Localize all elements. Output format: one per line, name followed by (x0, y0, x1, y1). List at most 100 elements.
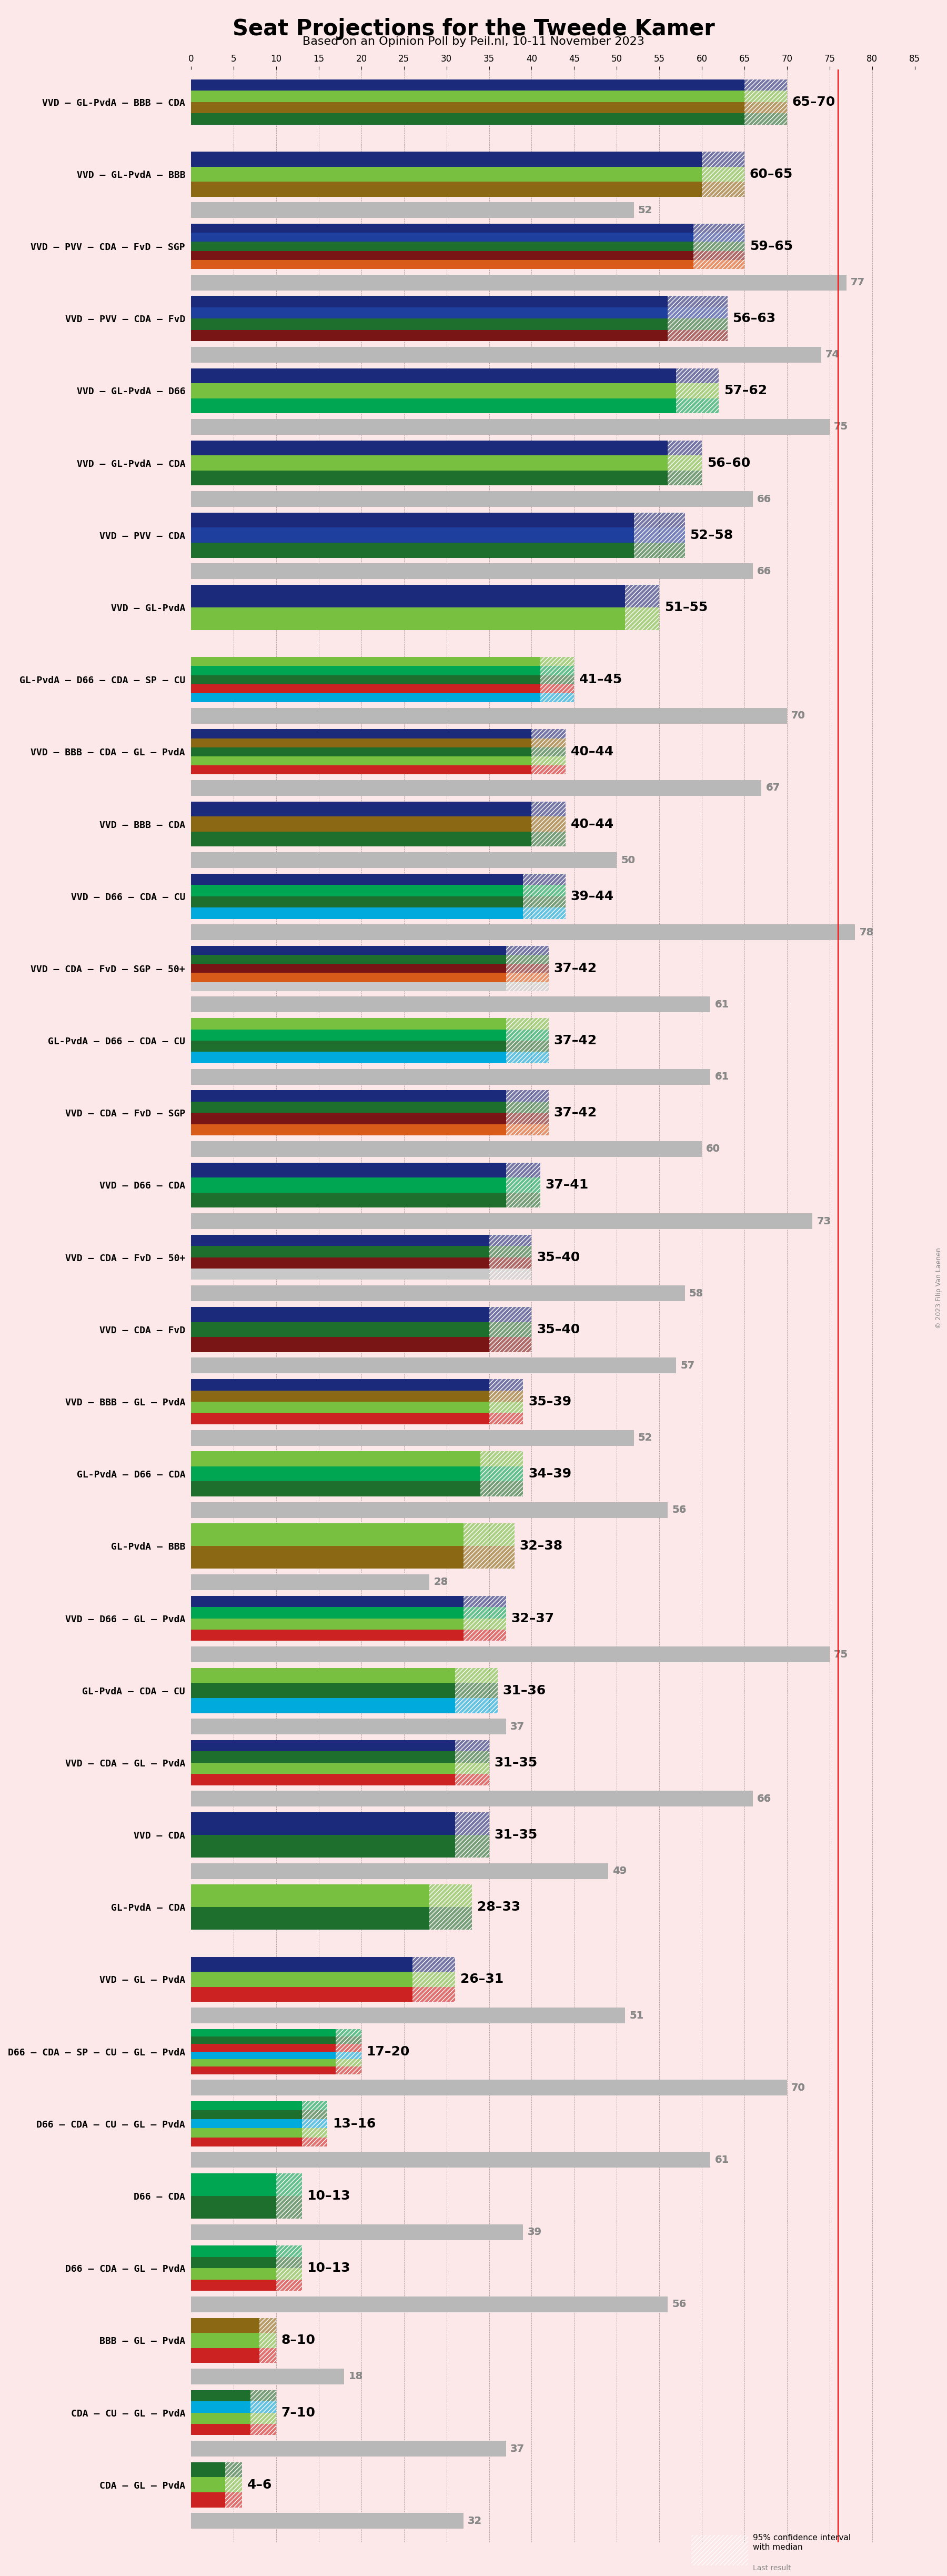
Bar (191, 781, 761, 796)
Bar (191, 1267, 489, 1280)
Text: 39: 39 (527, 2228, 542, 2236)
Bar (191, 945, 506, 956)
Bar (191, 1682, 455, 1698)
Bar (413, 1958, 455, 2002)
Text: 59–65: 59–65 (749, 240, 793, 252)
Bar (540, 675, 574, 685)
Bar (191, 420, 830, 435)
Bar (506, 1041, 548, 1051)
Text: 73: 73 (816, 1216, 831, 1226)
Bar (625, 608, 659, 631)
Bar (191, 2367, 345, 2385)
Bar (191, 1762, 455, 1775)
Bar (191, 2007, 625, 2022)
Bar (191, 1113, 506, 1123)
Bar (191, 1321, 489, 1337)
Bar (191, 1378, 489, 1391)
Bar (191, 1752, 455, 1762)
Text: 10–13: 10–13 (307, 2190, 350, 2202)
Text: 66: 66 (758, 495, 772, 505)
Bar (191, 2038, 336, 2043)
Bar (531, 817, 565, 832)
Text: 56: 56 (672, 1504, 687, 1515)
Text: 56–60: 56–60 (707, 456, 750, 469)
Bar (251, 2424, 277, 2434)
Bar (489, 1306, 531, 1321)
Bar (489, 1234, 531, 1247)
Bar (744, 80, 787, 90)
Text: 78: 78 (859, 927, 873, 938)
Bar (489, 1414, 523, 1425)
Text: 61: 61 (715, 999, 729, 1010)
Bar (455, 1762, 489, 1775)
Text: 52: 52 (638, 1432, 652, 1443)
Bar (191, 2295, 668, 2313)
Bar (506, 1162, 540, 1208)
Bar (336, 2038, 362, 2043)
Bar (191, 1667, 455, 1682)
Text: 32: 32 (468, 2517, 482, 2527)
Text: 51: 51 (630, 2009, 644, 2020)
Bar (191, 2043, 336, 2050)
Bar (191, 1971, 413, 1986)
Bar (531, 729, 565, 739)
Bar (191, 1247, 489, 1257)
Bar (191, 204, 634, 219)
Text: 52: 52 (638, 206, 652, 216)
Bar (191, 1834, 455, 1857)
Text: 35–39: 35–39 (528, 1396, 571, 1409)
Bar (702, 167, 744, 183)
Bar (489, 1234, 531, 1280)
Bar (531, 729, 565, 775)
Bar (191, 399, 676, 412)
Bar (191, 1213, 813, 1229)
Bar (693, 250, 744, 260)
Bar (463, 1522, 514, 1569)
Bar (429, 1886, 472, 1929)
Bar (480, 1450, 523, 1466)
Bar (277, 2246, 302, 2257)
Bar (489, 1267, 531, 1280)
Text: 50: 50 (621, 855, 635, 866)
Bar (191, 113, 744, 124)
Bar (191, 224, 693, 232)
Bar (702, 183, 744, 196)
Bar (191, 974, 506, 981)
Bar (413, 1958, 455, 1971)
Bar (489, 1337, 531, 1352)
Bar (191, 675, 540, 685)
Bar (191, 2195, 277, 2218)
Text: 26–31: 26–31 (460, 1973, 504, 1986)
Text: 32–37: 32–37 (511, 1613, 554, 1625)
Bar (191, 1141, 702, 1157)
Text: 37: 37 (510, 2445, 525, 2455)
Bar (191, 956, 506, 963)
Bar (668, 440, 702, 456)
Text: 57: 57 (681, 1360, 695, 1370)
Bar (191, 1090, 506, 1103)
Bar (191, 1162, 506, 1177)
Text: 31–35: 31–35 (494, 1829, 537, 1842)
Bar (191, 2494, 225, 2506)
Bar (455, 1741, 489, 1752)
Bar (302, 2102, 328, 2146)
Bar (531, 765, 565, 775)
Bar (191, 801, 531, 817)
Bar (191, 2414, 251, 2424)
Bar (668, 330, 727, 340)
Bar (463, 1618, 506, 1631)
Text: 67: 67 (766, 783, 780, 793)
Text: 49: 49 (613, 1865, 627, 1875)
Bar (676, 384, 719, 399)
Bar (191, 1193, 506, 1208)
Text: 61: 61 (715, 2156, 729, 2164)
Bar (336, 2030, 362, 2074)
Bar (625, 585, 659, 631)
Text: 49: 49 (613, 1865, 627, 1875)
Bar (463, 1522, 514, 1546)
Bar (191, 2138, 302, 2146)
Bar (634, 544, 685, 559)
Bar (191, 1030, 506, 1041)
Bar (191, 739, 531, 747)
Bar (191, 167, 702, 183)
